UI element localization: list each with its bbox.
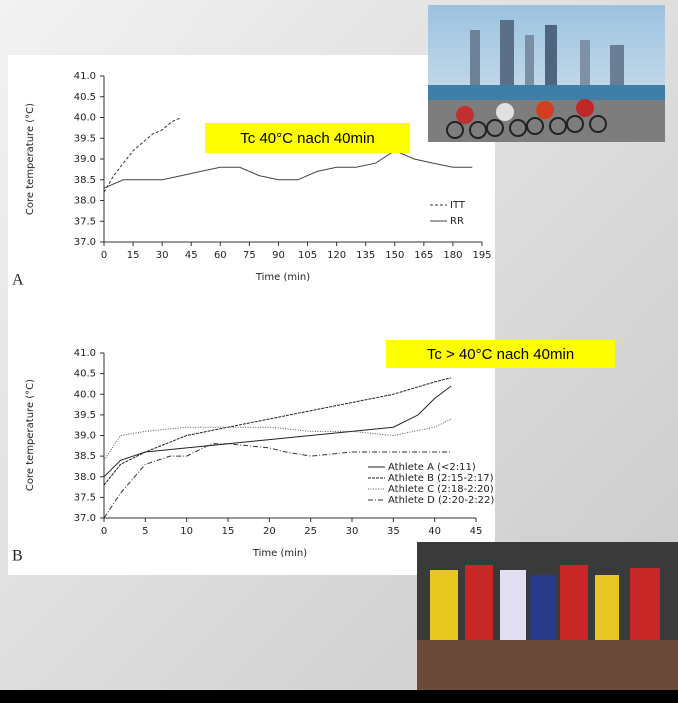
x-tick-label: 20 — [263, 526, 276, 537]
x-tick-label: 45 — [185, 250, 198, 261]
series-line — [103, 418, 452, 461]
x-tick-label: 90 — [272, 250, 285, 261]
y-axis-label: Core temperature (°C) — [25, 379, 36, 491]
y-tick-label: 38.5 — [74, 451, 96, 462]
x-tick-label: 195 — [472, 250, 491, 261]
series-line — [103, 385, 452, 478]
x-tick-label: 0 — [101, 526, 107, 537]
x-tick-label: 180 — [443, 250, 462, 261]
legend-label: Athlete A (<2:11) — [388, 462, 476, 473]
x-tick-label: 105 — [298, 250, 317, 261]
series-line — [103, 443, 452, 519]
series-line — [103, 377, 452, 486]
y-tick-label: 39.0 — [74, 154, 96, 165]
x-tick-label: 25 — [304, 526, 317, 537]
x-axis-label: Time (min) — [255, 272, 310, 283]
annotation-box — [386, 340, 615, 368]
x-tick-label: 10 — [180, 526, 193, 537]
y-tick-label: 38.0 — [74, 472, 96, 483]
y-tick-label: 41.0 — [74, 71, 96, 82]
series-line — [103, 117, 182, 193]
y-tick-label: 39.5 — [74, 410, 96, 421]
y-tick-label: 40.0 — [74, 113, 96, 124]
x-tick-label: 135 — [356, 250, 375, 261]
annotation-box — [205, 123, 410, 153]
y-tick-label: 38.5 — [74, 175, 96, 186]
y-tick-label: 38.0 — [74, 196, 96, 207]
panel-label: A — [12, 272, 24, 289]
y-tick-label: 37.0 — [74, 237, 96, 248]
x-tick-label: 165 — [414, 250, 433, 261]
annotation: Tc 40°C nach 40min — [240, 130, 374, 147]
legend-label: Athlete B (2:15-2:17) — [388, 473, 494, 484]
y-tick-label: 37.5 — [74, 216, 96, 227]
y-tick-label: 37.0 — [74, 513, 96, 524]
x-tick-label: 30 — [156, 250, 169, 261]
x-tick-label: 35 — [387, 526, 400, 537]
panel-label: B — [12, 548, 23, 565]
x-tick-label: 120 — [327, 250, 346, 261]
y-tick-label: 40.5 — [74, 92, 96, 103]
x-tick-label: 45 — [470, 526, 483, 537]
x-tick-label: 15 — [127, 250, 140, 261]
legend-label: ITT — [450, 200, 466, 211]
bottom-bar — [0, 690, 678, 703]
y-tick-label: 37.5 — [74, 492, 96, 503]
x-tick-label: 150 — [385, 250, 404, 261]
x-axis-label: Time (min) — [252, 548, 307, 559]
x-tick-label: 60 — [214, 250, 227, 261]
legend-label: Athlete D (2:20-2:22) — [388, 495, 494, 506]
legend-label: Athlete C (2:18-2:20) — [388, 484, 494, 495]
marathon-photo — [417, 542, 678, 690]
x-tick-label: 30 — [346, 526, 359, 537]
y-tick-label: 40.0 — [74, 389, 96, 400]
y-tick-label: 41.0 — [74, 348, 96, 359]
x-tick-label: 40 — [428, 526, 441, 537]
legend-label: RR — [450, 216, 464, 227]
y-tick-label: 40.5 — [74, 369, 96, 380]
y-axis-label: Core temperature (°C) — [25, 103, 36, 215]
annotation: Tc > 40°C nach 40min — [427, 346, 574, 363]
y-tick-label: 39.0 — [74, 431, 96, 442]
cycling-photo — [428, 5, 665, 142]
series-line — [103, 150, 473, 189]
x-tick-label: 5 — [142, 526, 148, 537]
x-tick-label: 0 — [101, 250, 107, 261]
x-tick-label: 75 — [243, 250, 256, 261]
x-tick-label: 15 — [222, 526, 235, 537]
y-tick-label: 39.5 — [74, 133, 96, 144]
